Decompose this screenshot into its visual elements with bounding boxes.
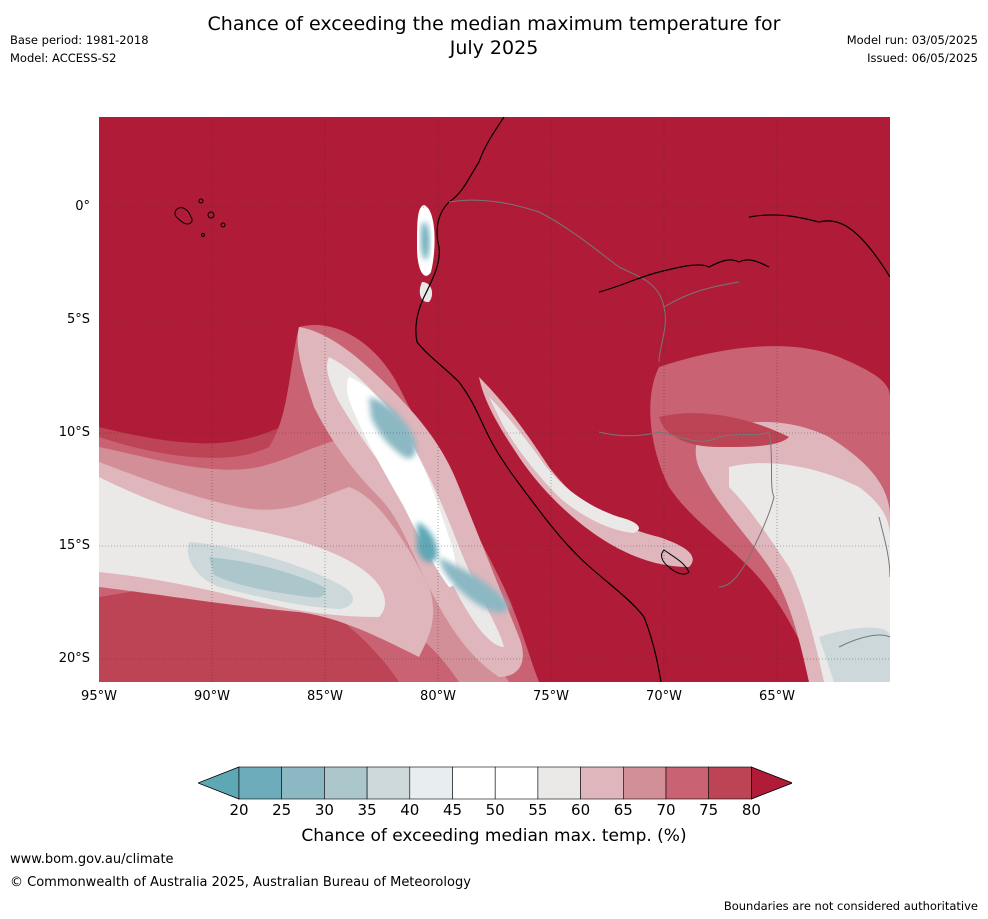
lon-label-90w: 90°W — [194, 689, 230, 704]
colorbar-tick-label: 35 — [357, 801, 377, 819]
map-title: Chance of exceeding the median maximum t… — [0, 12, 988, 60]
colorbar-tick-label: 55 — [528, 801, 548, 819]
colorbar-tick-label: 45 — [442, 801, 463, 819]
lat-label-5s: 5°S — [66, 312, 90, 327]
probability-map — [99, 117, 890, 682]
colorbar-box — [580, 766, 624, 800]
colorbar-box — [452, 766, 496, 800]
colorbar-tick-label: 25 — [272, 801, 292, 819]
lon-label-65w: 65°W — [759, 689, 795, 704]
base-period: Base period: 1981-2018 — [10, 33, 149, 47]
colorbar-arrow-low — [196, 766, 240, 800]
title-line-1: Chance of exceeding the median maximum t… — [207, 13, 781, 35]
lat-label-0: 0° — [75, 199, 90, 214]
model-name: Model: ACCESS-S2 — [10, 51, 117, 65]
map-svg — [99, 117, 890, 682]
country-borders — [448, 199, 890, 648]
colorbar-box — [238, 766, 283, 800]
colorbar-box — [324, 766, 368, 800]
amazon-river — [598, 214, 890, 293]
colorbar-tick-label: 60 — [571, 801, 591, 819]
colorbar-box — [366, 766, 411, 800]
colorbar-arrow-high — [751, 766, 794, 800]
colorbar-tick-label: 50 — [485, 801, 505, 819]
meta-left: Base period: 1981-2018 Model: ACCESS-S2 — [10, 31, 149, 67]
title-line-2: July 2025 — [449, 37, 539, 59]
graticule — [99, 117, 890, 682]
copyright-text: © Commonwealth of Australia 2025, Austra… — [10, 875, 471, 890]
colorbar-box — [409, 766, 453, 800]
lon-label-75w: 75°W — [533, 689, 569, 704]
colorbar-box — [494, 766, 539, 800]
colorbar-tick-label: 30 — [314, 801, 334, 819]
lon-label-85w: 85°W — [307, 689, 343, 704]
colorbar-tick-label: 75 — [699, 801, 719, 819]
colorbar-tick-label: 80 — [741, 801, 761, 819]
colorbar-box — [281, 766, 325, 800]
galapagos-islands — [174, 198, 226, 237]
disclaimer-text: Boundaries are not considered authoritat… — [723, 899, 978, 913]
colorbar-tick-label: 70 — [656, 801, 676, 819]
colorbar-tick-label: 40 — [400, 801, 420, 819]
lat-label-20s: 20°S — [58, 651, 90, 666]
lon-label-95w: 95°W — [81, 689, 117, 704]
lon-label-80w: 80°W — [420, 689, 456, 704]
colorbar-box — [537, 766, 581, 800]
colorbar — [196, 766, 794, 800]
model-run: Model run: 03/05/2025 — [846, 33, 978, 47]
issued-date: Issued: 06/05/2025 — [867, 51, 978, 65]
website-url: www.bom.gov.au/climate — [10, 852, 174, 867]
lat-label-10s: 10°S — [58, 425, 90, 440]
colorbar-tick-label: 65 — [613, 801, 633, 819]
colorbar-box — [665, 766, 710, 800]
colorbar-box — [622, 766, 667, 800]
colorbar-label: Chance of exceeding median max. temp. (%… — [301, 826, 687, 846]
colorbar-svg — [196, 766, 794, 800]
meta-right: Model run: 03/05/2025 Issued: 06/05/2025 — [847, 31, 978, 67]
lake-titicaca — [661, 549, 690, 575]
colorbar-box — [708, 766, 752, 800]
lon-label-70w: 70°W — [646, 689, 682, 704]
lat-label-15s: 15°S — [58, 538, 90, 553]
colorbar-tick-label: 20 — [229, 801, 249, 819]
probability-shading — [99, 205, 890, 682]
